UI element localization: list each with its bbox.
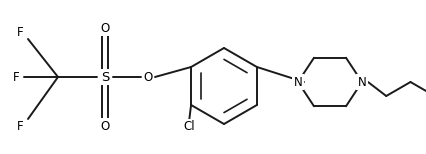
- Text: F: F: [17, 26, 23, 38]
- Text: F: F: [17, 120, 23, 132]
- Text: F: F: [13, 71, 19, 83]
- Text: O: O: [144, 71, 153, 83]
- Text: O: O: [101, 120, 109, 132]
- Text: S: S: [101, 71, 109, 83]
- Text: O: O: [101, 22, 109, 34]
- Text: N: N: [357, 75, 366, 89]
- Text: Cl: Cl: [183, 120, 195, 134]
- Text: N: N: [294, 75, 302, 89]
